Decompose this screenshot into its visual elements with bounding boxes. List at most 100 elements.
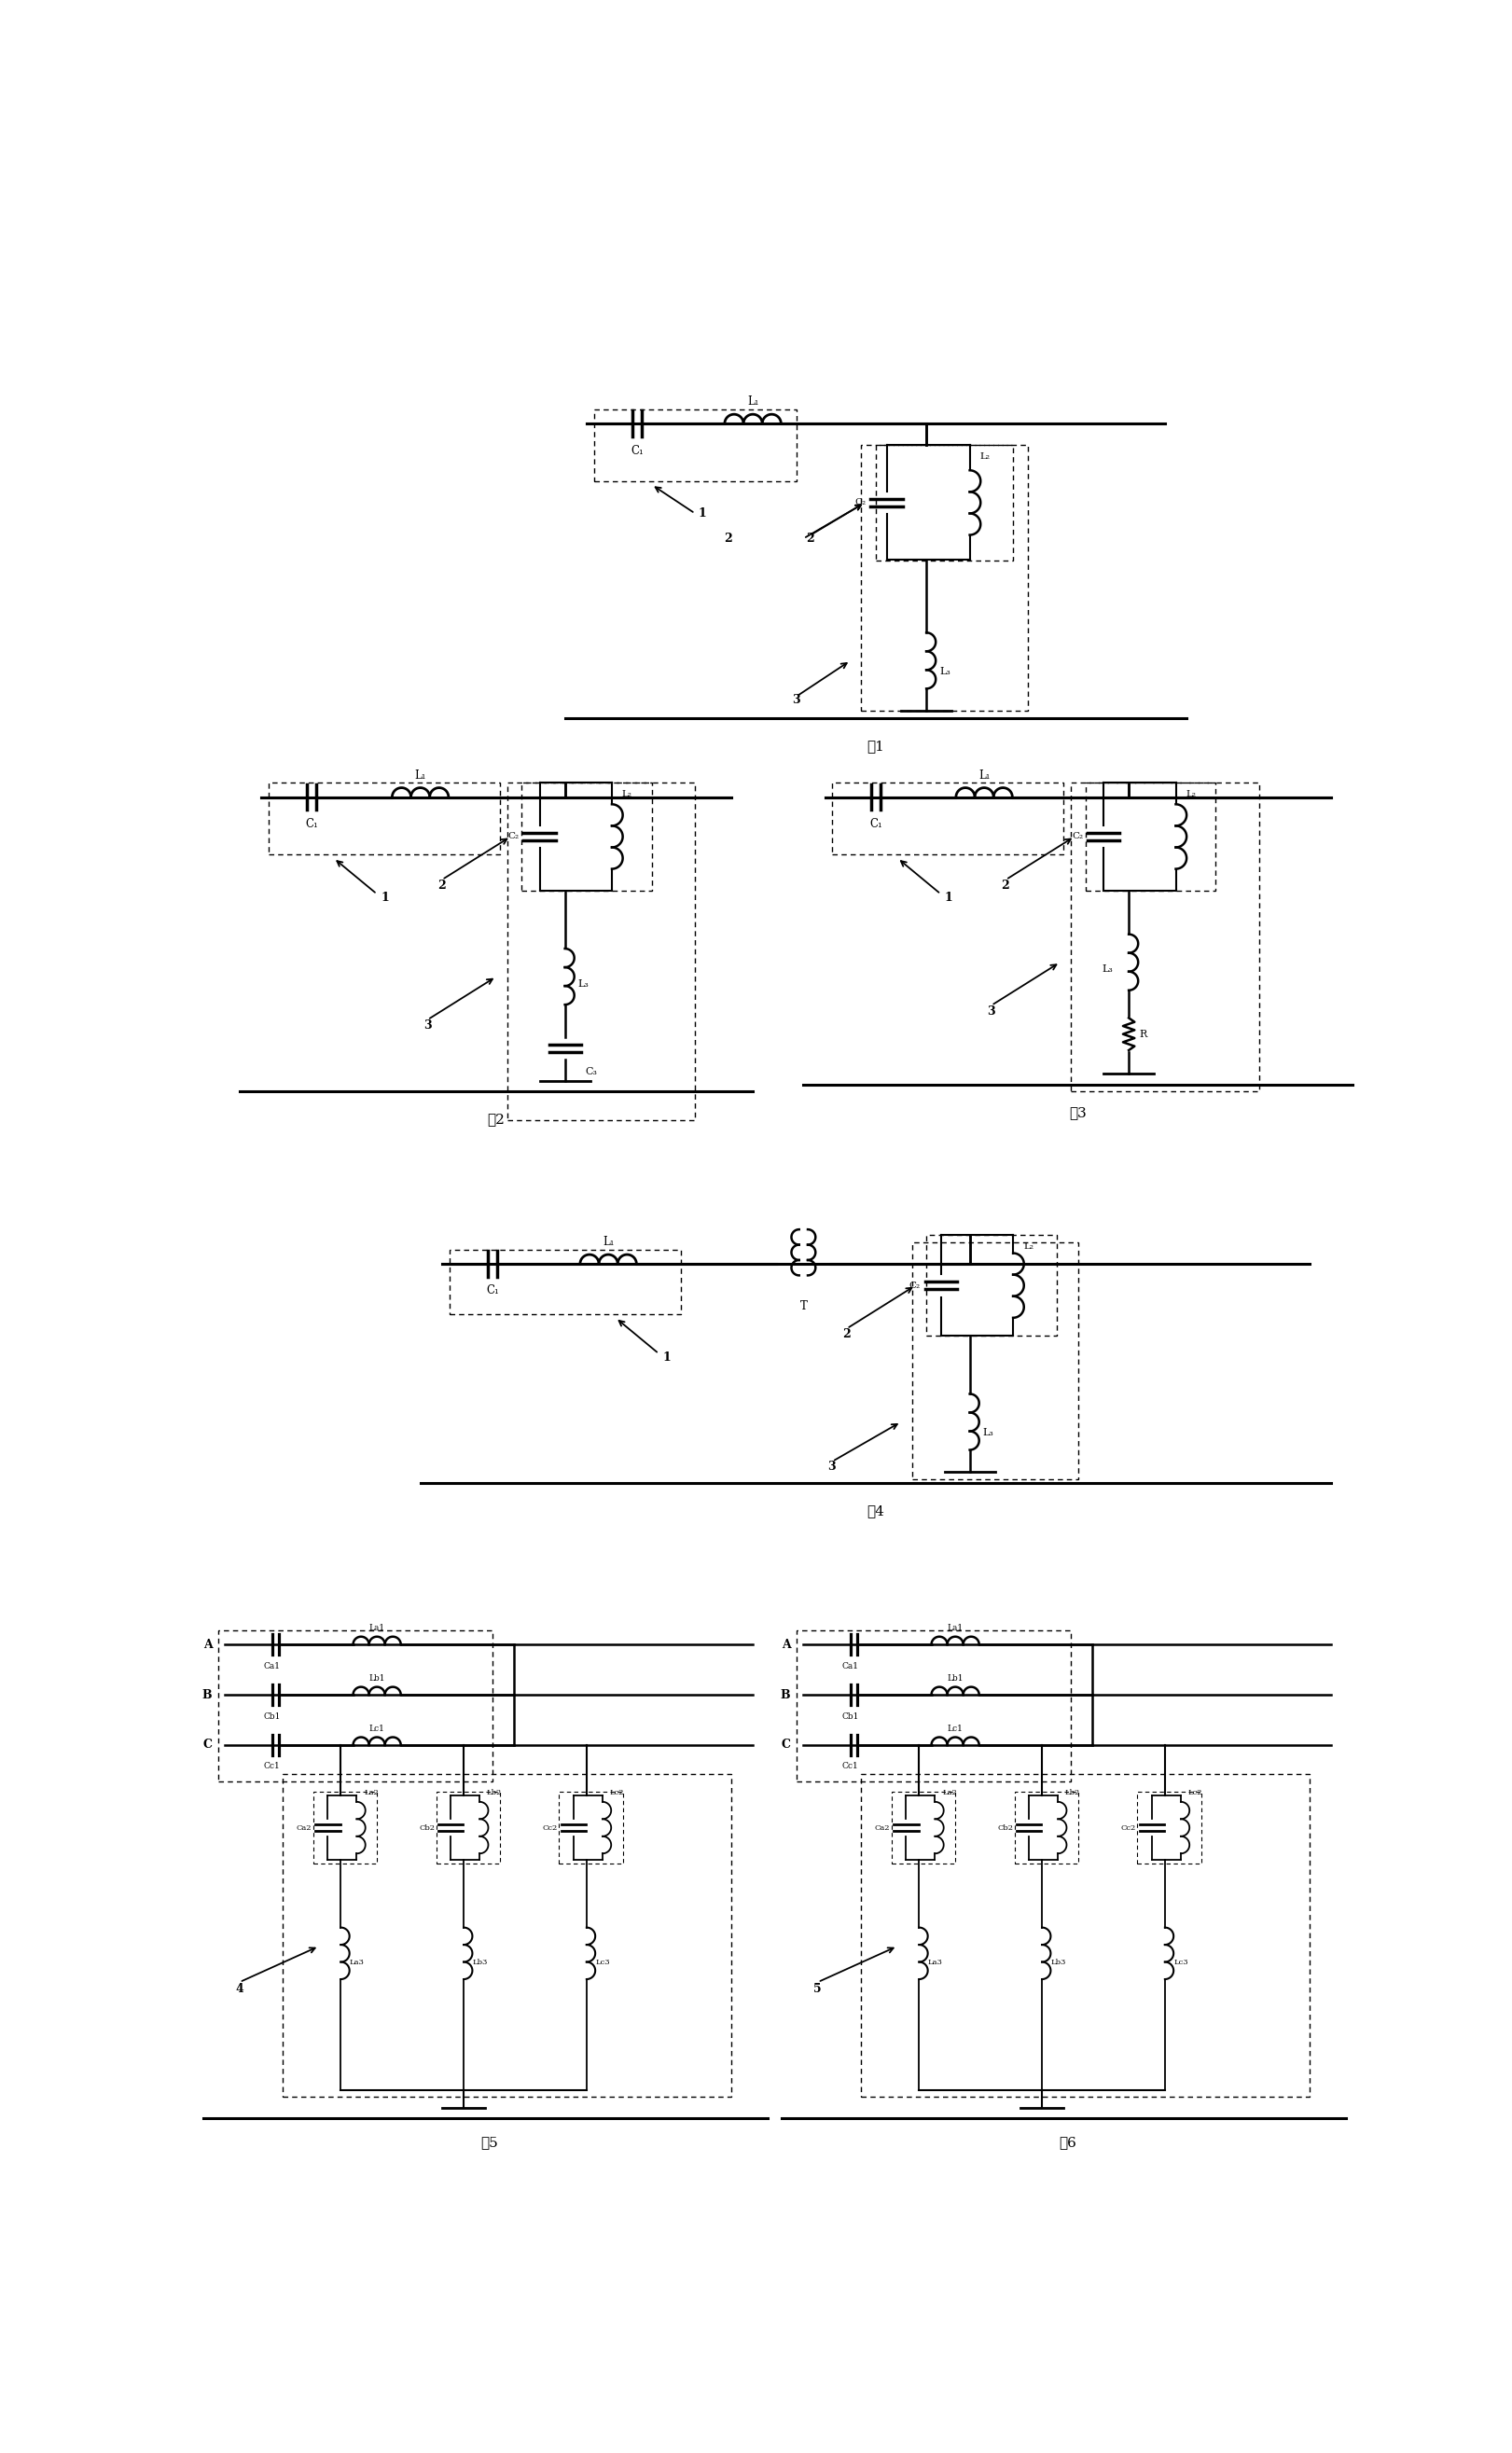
Text: 图6: 图6 [1058, 2137, 1077, 2149]
Text: Ca2: Ca2 [296, 1825, 311, 1832]
Text: Lc3: Lc3 [596, 1957, 609, 1965]
Text: A: A [782, 1639, 791, 1651]
Text: C: C [203, 1739, 212, 1751]
Text: T: T [800, 1300, 807, 1312]
Text: L₃: L₃ [578, 979, 590, 989]
Bar [594, 410, 797, 481]
Text: L₁: L₁ [747, 395, 759, 407]
Text: 1: 1 [662, 1352, 671, 1364]
Text: Lb3: Lb3 [1051, 1957, 1066, 1965]
Bar [862, 444, 1028, 711]
Text: L₃: L₃ [983, 1428, 993, 1437]
Text: 图3: 图3 [1069, 1106, 1087, 1119]
Text: Cb1: Cb1 [263, 1712, 281, 1720]
Text: Ca1: Ca1 [842, 1661, 859, 1670]
Text: 图1: 图1 [866, 741, 885, 753]
Bar [833, 783, 1064, 854]
Text: 2: 2 [437, 878, 446, 890]
Text: Lc1: Lc1 [948, 1724, 963, 1732]
Text: C: C [782, 1739, 791, 1751]
Bar [1070, 783, 1259, 1092]
Text: Cb2: Cb2 [998, 1825, 1013, 1832]
Bar [449, 1249, 680, 1315]
Text: 2: 2 [1001, 878, 1010, 890]
Text: Cc2: Cc2 [543, 1825, 558, 1832]
Bar [912, 1241, 1078, 1479]
Bar [269, 783, 500, 854]
Bar [797, 1631, 1070, 1781]
Bar [1015, 1791, 1078, 1864]
Bar [559, 1791, 623, 1864]
Text: Lb3: Lb3 [472, 1957, 488, 1965]
Text: R: R [1140, 1030, 1148, 1038]
Text: C₂: C₂ [909, 1280, 921, 1290]
Text: L₃: L₃ [1102, 964, 1113, 974]
Text: L₂: L₂ [1185, 790, 1196, 797]
Text: Lc3: Lc3 [1173, 1957, 1188, 1965]
Bar [1086, 783, 1216, 890]
Text: La3: La3 [928, 1957, 942, 1965]
Text: Cc1: Cc1 [265, 1761, 280, 1771]
Text: 2: 2 [806, 532, 815, 545]
Text: L₁: L₁ [414, 770, 426, 780]
Text: L₂: L₂ [980, 451, 990, 461]
Text: L₁: L₁ [602, 1236, 614, 1249]
Text: Cb1: Cb1 [842, 1712, 859, 1720]
Text: C₂: C₂ [508, 832, 519, 841]
Text: La2: La2 [364, 1788, 378, 1796]
Text: C₁: C₁ [869, 817, 881, 829]
Text: L₁: L₁ [978, 770, 990, 780]
Text: 图2: 图2 [487, 1114, 505, 1126]
Text: Lb1: Lb1 [369, 1673, 386, 1683]
Bar [218, 1631, 493, 1781]
Text: 图4: 图4 [866, 1504, 885, 1518]
Text: Lc2: Lc2 [609, 1788, 624, 1796]
Text: B: B [203, 1688, 212, 1700]
Text: 2: 2 [724, 532, 732, 545]
Text: B: B [780, 1688, 791, 1700]
Text: 图5: 图5 [481, 2137, 497, 2149]
Bar [283, 1774, 732, 2097]
Text: 5: 5 [813, 1982, 821, 1994]
Text: Cc2: Cc2 [1120, 1825, 1136, 1832]
Text: Ca2: Ca2 [875, 1825, 891, 1832]
Text: 1: 1 [945, 890, 953, 903]
Text: L₂: L₂ [1024, 1241, 1034, 1251]
Text: Ca1: Ca1 [263, 1661, 281, 1670]
Text: 3: 3 [829, 1460, 836, 1472]
Text: Cb2: Cb2 [419, 1825, 435, 1832]
Text: Lb2: Lb2 [487, 1788, 502, 1796]
Text: C₁: C₁ [487, 1285, 499, 1298]
Text: 3: 3 [987, 1006, 995, 1018]
Text: A: A [203, 1639, 212, 1651]
Bar [1137, 1791, 1201, 1864]
Text: C₁: C₁ [631, 444, 644, 456]
Text: Lc2: Lc2 [1188, 1788, 1202, 1796]
Text: Lb1: Lb1 [947, 1673, 963, 1683]
Text: 3: 3 [423, 1020, 431, 1033]
Text: C₂: C₂ [1072, 832, 1083, 841]
Bar [875, 444, 1013, 559]
Bar [313, 1791, 376, 1864]
Text: La2: La2 [942, 1788, 957, 1796]
Text: 3: 3 [792, 694, 800, 706]
Text: C₃: C₃ [585, 1067, 597, 1077]
Text: La1: La1 [948, 1624, 963, 1631]
Text: Lc1: Lc1 [369, 1724, 386, 1732]
Text: 4: 4 [234, 1982, 243, 1994]
Text: La1: La1 [369, 1624, 386, 1631]
Text: Lb2: Lb2 [1064, 1788, 1080, 1796]
Text: C₁: C₁ [305, 817, 319, 829]
Bar [522, 783, 652, 890]
Bar [862, 1774, 1309, 2097]
Text: 1: 1 [381, 890, 389, 903]
Text: 1: 1 [699, 508, 706, 520]
Text: 2: 2 [842, 1327, 850, 1339]
Text: La3: La3 [349, 1957, 364, 1965]
Text: L₂: L₂ [621, 790, 632, 797]
Bar [507, 783, 696, 1121]
Text: Cc1: Cc1 [842, 1761, 859, 1771]
Bar [927, 1236, 1057, 1337]
Text: C₂: C₂ [854, 498, 866, 508]
Text: L₃: L₃ [939, 667, 951, 677]
